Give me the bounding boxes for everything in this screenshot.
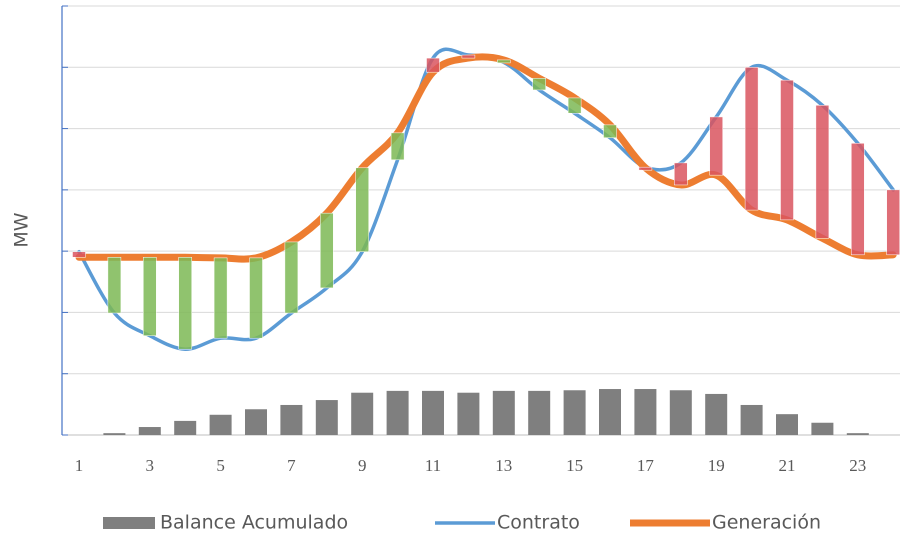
balance-bar	[776, 414, 798, 435]
legend-swatch	[103, 517, 155, 529]
balance-bar	[634, 389, 657, 435]
balance-bar	[351, 392, 374, 435]
legend-label: Generación	[712, 512, 821, 534]
x-tick-label: 3	[146, 456, 155, 475]
balance-bar	[846, 433, 869, 435]
balance-bar	[386, 390, 409, 435]
balance-bar	[138, 427, 161, 435]
difference-bar	[213, 257, 228, 339]
difference-bar	[249, 257, 263, 339]
balance-bar	[245, 409, 267, 435]
line-1	[77, 47, 895, 351]
balance-bar	[280, 404, 303, 435]
difference-bar	[355, 167, 369, 253]
x-tick-label: 19	[708, 456, 725, 475]
balance-bar	[457, 392, 480, 435]
difference-bar	[320, 212, 334, 289]
balance-bar	[174, 420, 197, 435]
legend-label: Balance Acumulado	[160, 512, 348, 534]
x-tick-label: 9	[358, 456, 367, 475]
difference-bar	[426, 57, 440, 73]
difference-bar	[107, 257, 122, 314]
difference-bar	[461, 54, 476, 59]
difference-bar	[674, 162, 688, 186]
balance-bar	[528, 390, 551, 435]
x-tick-label: 23	[849, 456, 866, 475]
y-axis-label: MW	[11, 212, 33, 247]
x-tick-label: 17	[637, 456, 655, 475]
x-tick-label: 15	[566, 456, 583, 475]
balance-bar	[740, 404, 763, 435]
difference-bar	[603, 124, 617, 139]
balance-bar	[563, 390, 586, 435]
balance-bar	[315, 400, 338, 435]
difference-bar	[638, 166, 653, 171]
balance-bar	[492, 390, 515, 435]
balance-bar	[669, 390, 692, 435]
difference-bar	[143, 257, 157, 336]
difference-bar	[390, 132, 405, 161]
x-tick-label: 5	[216, 456, 225, 475]
x-tick-label: 11	[425, 456, 441, 475]
difference-bar	[532, 78, 546, 91]
difference-bar	[284, 241, 299, 314]
x-tick-label: 21	[779, 456, 796, 475]
legend-label: Contrato	[497, 512, 580, 534]
difference-bar	[815, 105, 830, 239]
difference-bar	[497, 59, 511, 64]
balance-bar	[811, 422, 834, 435]
balance-bar	[705, 393, 728, 435]
difference-bar	[72, 251, 86, 258]
x-tick-label: 1	[75, 456, 84, 475]
balance-bar	[599, 389, 621, 435]
x-tick-label: 13	[495, 456, 512, 475]
difference-bar	[780, 79, 794, 221]
difference-bar	[851, 143, 865, 256]
difference-bar	[178, 257, 192, 350]
x-tick-label: 7	[287, 456, 296, 475]
difference-bar	[744, 67, 759, 211]
difference-bar	[886, 189, 900, 256]
balance-bar	[422, 390, 444, 435]
difference-bar	[709, 116, 723, 176]
balance-bar	[209, 414, 232, 435]
line-2	[75, 53, 897, 263]
balance-bar	[103, 433, 126, 435]
difference-bar	[567, 97, 582, 114]
